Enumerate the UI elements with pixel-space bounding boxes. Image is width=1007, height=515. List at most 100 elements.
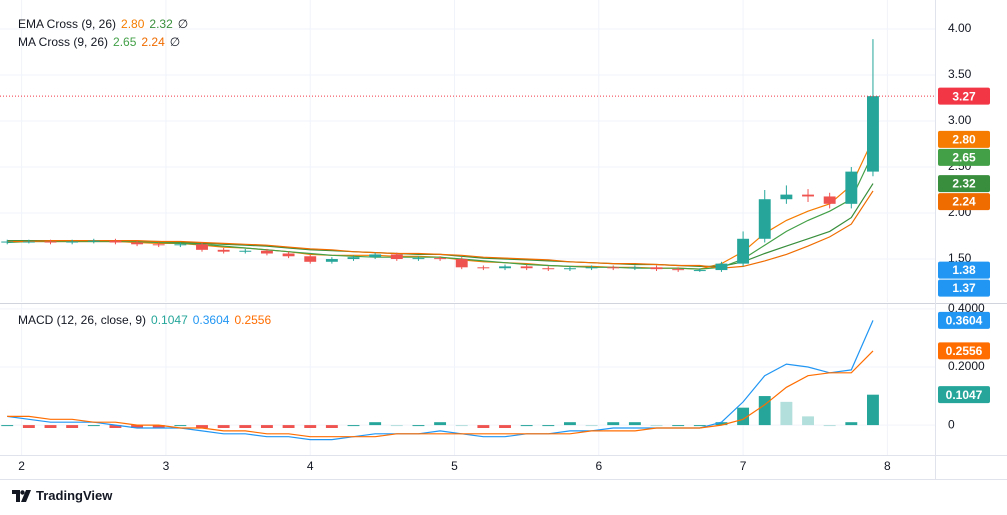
ema-legend: EMA Cross (9, 26) 2.80 2.32 ∅ — [18, 17, 193, 31]
y-tick-label: 0.2000 — [948, 359, 985, 373]
histogram-bar — [152, 425, 165, 428]
histogram-bar — [499, 425, 511, 428]
price-tag — [938, 87, 990, 105]
histogram-bar — [44, 425, 57, 428]
price-tag — [938, 279, 990, 297]
ma-legend: MA Cross (9, 26) 2.65 2.24 ∅ — [18, 35, 185, 49]
macd-legend: MACD (12, 26, close, 9) 0.1047 0.3604 0.255… — [18, 313, 276, 327]
histogram-bar — [217, 425, 230, 428]
legend-icon: ∅ — [177, 17, 189, 31]
price-tag — [938, 311, 990, 329]
indicator-line — [7, 350, 874, 438]
histogram-bar — [607, 422, 620, 426]
price-tag — [938, 342, 990, 360]
candle-body — [325, 259, 338, 262]
price-tag — [938, 386, 990, 404]
candle-body — [455, 259, 468, 268]
candle-body — [22, 241, 35, 243]
candle-body — [737, 238, 750, 264]
candle-body — [434, 258, 447, 260]
price-tag-label: 2.24 — [952, 195, 976, 209]
price-tag — [938, 130, 990, 148]
histogram-bar — [650, 425, 663, 427]
histogram-bar — [22, 425, 35, 428]
x-tick-label: 6 — [595, 459, 602, 473]
price-tag — [938, 261, 990, 279]
candle-body — [607, 267, 620, 269]
legend-label: EMA Cross (9, 26) — [18, 17, 117, 31]
candle-body — [369, 254, 382, 258]
histogram-bar — [672, 425, 685, 427]
histogram-bar — [823, 425, 836, 427]
x-tick-label: 2 — [18, 459, 25, 473]
candle-body — [66, 241, 79, 243]
price-tag-label: 1.38 — [952, 263, 976, 277]
price-tag-label: 2.80 — [952, 133, 976, 147]
candle-body — [563, 268, 576, 270]
histogram-bar — [66, 425, 79, 428]
histogram-bar — [239, 425, 252, 428]
price-tag-label: 2.32 — [952, 177, 976, 191]
background — [0, 0, 1007, 480]
candle-body — [44, 241, 57, 243]
histogram-bar — [715, 422, 728, 426]
histogram-bar — [628, 422, 641, 426]
candle-body — [109, 240, 122, 243]
candle-body — [867, 96, 879, 172]
histogram-bar — [845, 422, 858, 426]
candle-body — [715, 263, 728, 271]
x-tick-label: 4 — [307, 459, 314, 473]
y-tick-label: 3.50 — [948, 67, 972, 81]
y-tick-label: 3.00 — [948, 113, 972, 127]
histogram-bar — [412, 425, 425, 427]
price-tag-label: 2.65 — [952, 151, 976, 165]
candle-body — [412, 258, 425, 260]
histogram-bar — [520, 425, 533, 427]
candle-body — [542, 268, 555, 270]
candle-body — [87, 240, 100, 242]
legend-value: 2.80 — [121, 17, 145, 31]
legend-value: 0.3604 — [192, 313, 230, 327]
candle-body — [217, 249, 230, 252]
x-tick-label: 5 — [451, 459, 458, 473]
histogram-bar — [131, 425, 144, 428]
candle-body — [131, 242, 144, 245]
candle-body — [499, 266, 511, 269]
legend-icon: ∅ — [169, 35, 181, 49]
price-tag-label: 0.1047 — [946, 388, 983, 402]
price-tag-label: 0.2556 — [946, 344, 983, 358]
histogram-bar — [693, 425, 706, 427]
legend-label: MA Cross (9, 26) — [18, 35, 109, 49]
histogram-bar — [455, 425, 468, 427]
candle-body — [1, 241, 14, 243]
candle-body — [520, 266, 533, 269]
candle-body — [845, 171, 858, 204]
candle-body — [780, 194, 793, 200]
histogram-bar — [390, 425, 403, 427]
price-tag-label: 3.27 — [952, 89, 976, 103]
histogram-bar — [282, 425, 295, 428]
candle-body — [304, 256, 317, 262]
candle-body — [802, 194, 814, 197]
histogram-bar — [737, 407, 750, 426]
price-tag-label: 0.3604 — [946, 314, 983, 328]
histogram-bar — [369, 422, 382, 426]
candle-body — [628, 267, 641, 269]
y-tick-label: 0.4000 — [948, 301, 985, 315]
price-tag — [938, 148, 990, 166]
candle-body — [758, 199, 771, 239]
price-tag — [938, 193, 990, 211]
candle-body — [390, 254, 403, 260]
price-tag-label: 1.37 — [952, 281, 976, 295]
histogram-bar — [347, 425, 360, 427]
candle-body — [347, 257, 360, 260]
y-tick-label: 4.00 — [948, 21, 972, 35]
candle-body — [260, 250, 273, 254]
histogram-bar — [196, 425, 208, 428]
histogram-bar — [758, 396, 771, 426]
candle-body — [152, 244, 165, 246]
candle-body — [174, 244, 187, 246]
histogram-bar — [542, 425, 555, 427]
